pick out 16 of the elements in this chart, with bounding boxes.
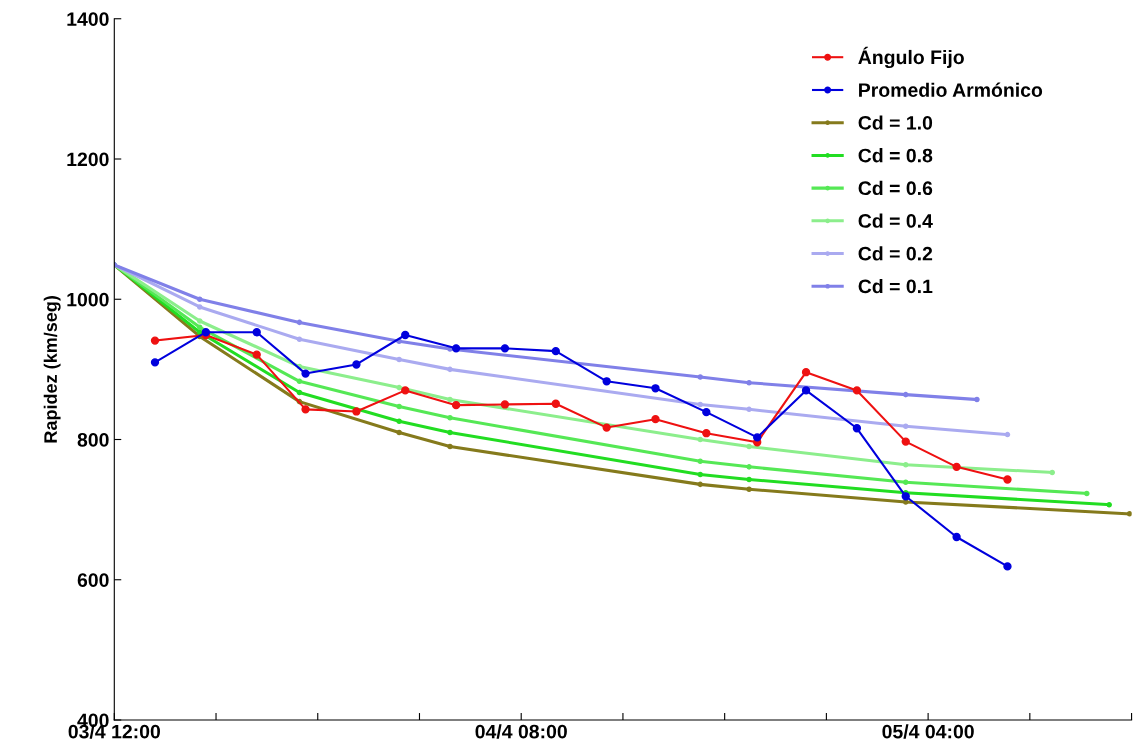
legend-label: Cd = 0.8 [858,148,933,163]
x-tick-label: 04/4 08:00 [475,724,567,739]
legend-label: Cd = 0.2 [858,246,933,261]
x-tick-label: 05/4 04:00 [882,724,974,739]
legend-label: Promedio Armónico [859,82,1043,97]
legend-label: Ángulo Fijo [858,46,964,69]
legend-label: Cd = 0.1 [858,278,933,294]
y-tick-label: 600 [77,573,109,587]
legend-label: Cd = 1.0 [858,115,933,130]
y-tick-label: 1200 [67,152,109,167]
y-tick-label: 1000 [67,292,109,307]
y-tick-label: 800 [77,432,109,447]
y-axis-title: Rapidez (km/seg) [43,296,61,443]
y-tick-label: 1400 [67,12,109,26]
legend-label: Cd = 0.4 [858,213,933,228]
legend-label: Cd = 0.6 [858,180,933,196]
